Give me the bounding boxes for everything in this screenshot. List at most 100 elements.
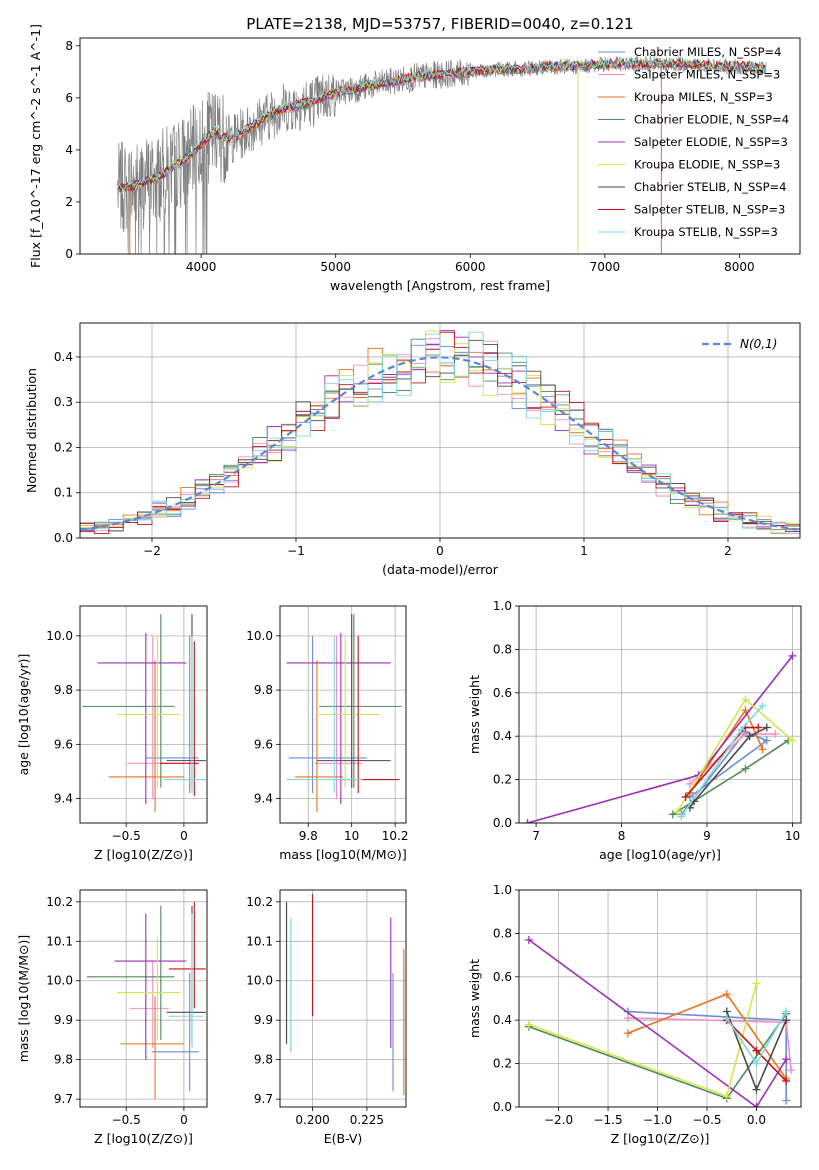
y-tick-label: 9.7	[54, 1092, 73, 1106]
weight-marker	[752, 1103, 761, 1107]
x-axis-label: age [log10(age/yr)]	[599, 847, 721, 862]
weight-marker	[762, 736, 771, 745]
legend-label: N(0,1)	[740, 337, 777, 351]
legend-label: Chabrier STELIB, N_SSP=4	[634, 180, 786, 194]
y-axis-label: Normed distribution	[24, 368, 39, 493]
x-axis-label: mass [log10(M/M⊙)]	[279, 847, 407, 862]
x-tick-label: −0.5	[692, 1113, 721, 1127]
y-tick-label: 0.2	[54, 440, 73, 454]
x-tick-label: 0	[180, 829, 188, 843]
y-tick-label: 0.6	[493, 970, 512, 984]
y-axis-label: mass weight	[467, 675, 482, 754]
weight-marker	[758, 745, 767, 754]
y-tick-label: 9.8	[54, 1053, 73, 1067]
weight-marker	[758, 701, 767, 710]
y-tick-label: 0.8	[493, 926, 512, 940]
weight-marker	[782, 1076, 791, 1085]
weight-marker	[752, 1059, 761, 1068]
weight-marker	[722, 1092, 731, 1101]
weight-marker	[782, 1096, 791, 1105]
x-tick-label: 8000	[724, 260, 755, 274]
axes-frame	[79, 605, 208, 824]
x-tick-label: 6000	[455, 260, 486, 274]
x-axis-label: wavelength [Angstrom, rest frame]	[330, 278, 550, 293]
y-tick-label: 9.6	[54, 737, 73, 751]
x-tick-label: 10	[785, 829, 800, 843]
axes-frame	[518, 889, 802, 1108]
x-axis-label: Z [log10(Z/Z⊙)]	[94, 847, 193, 862]
panel-mass_vs_Z: −0.5 0 9.7 9.8 9.9 10.0 10.1 10.2 Z [log10(Z/Z⊙)…	[16, 889, 208, 1146]
y-tick-label: 0.2	[493, 773, 512, 787]
y-tick-label: 9.6	[254, 737, 273, 751]
weight-marker	[741, 764, 750, 773]
plot-area	[285, 893, 405, 1096]
x-tick-label: −1.5	[593, 1113, 622, 1127]
weight-line	[689, 726, 768, 809]
y-tick-label: 0.0	[54, 531, 73, 545]
y-tick-label: 10.0	[246, 629, 273, 643]
y-tick-label: 9.9	[54, 1013, 73, 1027]
weight-marker	[752, 979, 761, 988]
y-tick-label: 1.0	[493, 599, 512, 613]
y-tick-label: 0.2	[493, 1057, 512, 1071]
legend-label: Chabrier MILES, N_SSP=4	[634, 45, 781, 59]
y-tick-label: 0.6	[493, 686, 512, 700]
y-axis-label: age [log10(age/yr)]	[16, 654, 31, 776]
weight-marker	[782, 1016, 791, 1025]
legend: Chabrier MILES, N_SSP=4 Salpeter MILES, N…	[598, 45, 789, 239]
axes-frame	[279, 605, 407, 824]
legend-label: Kroupa STELIB, N_SSP=3	[634, 225, 778, 239]
observed-spectrum	[117, 55, 767, 254]
weight-line	[528, 939, 787, 1107]
y-tick-label: 10.0	[46, 974, 73, 988]
panel-age_vs_Z: −0.5 0 9.4 9.6 9.8 10.0 Z [log10(Z/Z⊙)] age [lo…	[16, 605, 208, 862]
weight-marker	[524, 1020, 533, 1029]
plot-area	[523, 651, 797, 823]
x-axis-label: Z [log10(Z/Z⊙)]	[611, 1131, 710, 1146]
y-tick-label: 9.8	[254, 683, 273, 697]
axes-frame	[79, 37, 801, 255]
x-tick-label: 5000	[320, 260, 351, 274]
legend-label: Salpeter STELIB, N_SSP=3	[634, 203, 785, 217]
plot-area	[524, 935, 796, 1107]
axes-frame	[79, 889, 208, 1108]
axes-frame	[279, 889, 407, 1108]
x-tick-label: 0	[180, 1113, 188, 1127]
weight-marker	[788, 651, 797, 660]
y-tick-label: 10.0	[46, 629, 73, 643]
weight-marker	[787, 1066, 796, 1075]
y-tick-label: 9.4	[254, 792, 273, 806]
legend: N(0,1)	[702, 337, 777, 351]
plot-area	[117, 55, 767, 254]
weight-marker	[741, 706, 750, 715]
weight-marker	[788, 736, 797, 745]
y-tick-label: 9.8	[254, 1053, 273, 1067]
y-axis-label: mass [log10(M/M⊙)]	[16, 935, 31, 1063]
weight-marker	[668, 810, 677, 819]
y-tick-label: 9.7	[254, 1092, 273, 1106]
y-tick-label: 4	[65, 143, 73, 157]
y-tick-label: 0.0	[493, 816, 512, 830]
weight-marker	[737, 725, 746, 734]
panel-weight_vs_age: 7 8 9 10 0.0 0.2 0.4 0.6 0.8 1.0 age [log10(age/yr…	[467, 599, 802, 862]
x-tick-label: 7000	[590, 260, 621, 274]
plot-area	[82, 614, 207, 813]
legend-label: Kroupa ELODIE, N_SSP=3	[634, 158, 780, 172]
weight-marker	[752, 1046, 761, 1055]
x-tick-label: 9	[703, 829, 711, 843]
legend-label: Salpeter MILES, N_SSP=3	[634, 68, 780, 82]
weight-marker	[722, 990, 731, 999]
weight-marker	[782, 1055, 791, 1064]
weight-marker	[623, 1029, 632, 1038]
panel-mass_vs_EBV: 0.200 0.225 9.7 9.8 9.9 10.0 10.1 10.2 E(B-V)	[246, 889, 407, 1146]
x-axis-label: Z [log10(Z/Z⊙)]	[94, 1131, 193, 1146]
x-tick-label: 4000	[186, 260, 217, 274]
panel-age_vs_mass: 9.8 10 10.2 9.4 9.6 9.8 10.0 mass [log10(M/M⊙)]	[246, 605, 408, 862]
y-tick-label: 0.4	[493, 1013, 512, 1027]
legend-label: Kroupa MILES, N_SSP=3	[634, 90, 773, 104]
y-tick-label: 0.3	[54, 395, 73, 409]
x-tick-label: −1.0	[643, 1113, 672, 1127]
y-tick-label: 9.4	[54, 792, 73, 806]
weight-marker	[677, 812, 686, 821]
